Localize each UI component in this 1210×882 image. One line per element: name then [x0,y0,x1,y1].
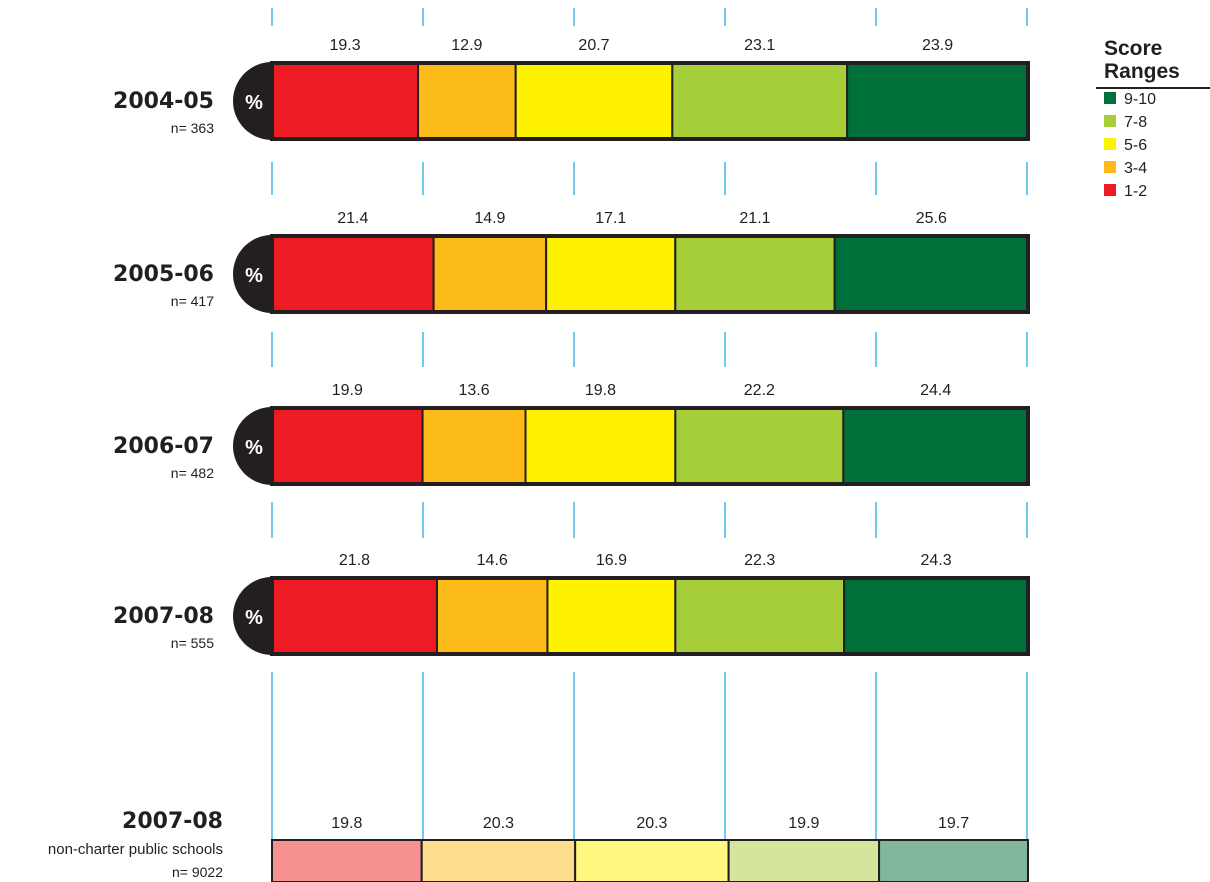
data-label: 17.1 [595,210,626,227]
data-label: 24.3 [920,552,951,569]
row-n-label: n= 363 [171,120,214,136]
comparison-bar-segment [574,839,730,882]
row-2007-08: % 21.8 14.6 16.9 22.3 24.3 2007-08 n= 555 [113,552,1030,656]
bar-frame [270,234,1030,314]
comparison-row: 19.8 20.3 20.3 19.9 19.7 2007-08 non-charter p… [48,809,1029,882]
bar-frame [270,61,1030,141]
row-period-label: 2005-06 [113,262,214,287]
bar-segment [546,578,677,654]
percent-badge-label: % [245,265,263,287]
bar-segment [674,578,846,654]
bar-segment [843,578,1029,654]
data-label: 22.3 [744,552,775,569]
bar-segment [842,408,1030,484]
bar-segment [674,236,836,312]
bar-segment [435,578,549,654]
data-label: 21.8 [339,552,370,569]
comparison-bar-segment [727,839,881,882]
data-label: 21.4 [337,210,368,227]
legend-title-line2: Ranges [1104,60,1180,83]
data-label: 19.8 [585,382,616,399]
bar-segment [524,408,677,484]
data-label: 16.9 [596,552,627,569]
comparison-data-label: 20.3 [636,815,667,832]
comparison-data-label: 19.7 [938,815,969,832]
row-n-label: n= 417 [171,293,214,309]
percent-badge-label: % [245,92,263,114]
bar-segment [514,63,674,139]
data-label: 21.1 [739,210,770,227]
data-label: 22.2 [744,382,775,399]
comparison-data-label: 19.9 [788,815,819,832]
legend-item-label: 7-8 [1124,114,1147,131]
data-label: 20.7 [578,37,609,54]
legend-swatch [1104,115,1116,127]
bar-segment [271,408,424,484]
comparison-data-label: 20.3 [483,815,514,832]
legend-title-line1: Score [1104,37,1162,60]
comparison-group-label: non-charter public schools [48,841,223,858]
legend-swatch [1104,161,1116,173]
legend-swatch [1104,92,1116,104]
bar-segment [846,63,1029,139]
legend-item-label: 9-10 [1124,91,1156,108]
row-n-label: n= 555 [171,635,214,651]
bar-segment [417,63,517,139]
percent-badge [233,62,272,140]
data-label: 14.6 [477,552,508,569]
legend-swatch [1104,184,1116,196]
comparison-bar-segment [271,839,423,882]
bar-segment [833,236,1029,312]
percent-badge-label: % [245,607,263,629]
row-period-label: 2004-05 [113,89,214,114]
chart-rows: % 19.3 12.9 20.7 23.1 23.9 2004-05 n= 363% 21.4 1… [113,37,1030,656]
gridlines [271,8,1028,848]
row-period-label: 2006-07 [113,434,214,459]
bar-segment [271,578,438,654]
data-label: 23.9 [922,37,953,54]
row-period-label: 2007-08 [113,604,214,629]
bar-frame [270,576,1030,656]
data-label: 14.9 [474,210,505,227]
data-label: 24.4 [920,382,951,399]
bar-segment [671,63,849,139]
comparison-bar-segment [878,839,1029,882]
bar-segment [271,236,435,312]
legend-item-label: 5-6 [1124,137,1147,154]
legend-swatch [1104,138,1116,150]
legend-item-label: 3-4 [1124,160,1147,177]
data-label: 25.6 [916,210,947,227]
bar-segment [674,408,845,484]
row-n-label: n= 482 [171,465,214,481]
row-2005-06: % 21.4 14.9 17.1 21.1 25.6 2005-06 n= 417 [113,210,1030,314]
data-label: 19.3 [329,37,360,54]
comparison-n-label: n= 9022 [172,864,223,880]
bar-segment [545,236,677,312]
percent-badge-label: % [245,437,263,459]
percent-badge [233,407,272,485]
bar-segment [432,236,548,312]
comparison-period-label: 2007-08 [122,809,223,834]
row-2006-07: % 19.9 13.6 19.8 22.2 24.4 2006-07 n= 482 [113,382,1030,486]
data-label: 13.6 [458,382,489,399]
data-label: 19.9 [332,382,363,399]
bar-segment [421,408,527,484]
data-label: 12.9 [451,37,482,54]
data-label: 23.1 [744,37,775,54]
bar-segment [271,63,420,139]
row-2004-05: % 19.3 12.9 20.7 23.1 23.9 2004-05 n= 363 [113,37,1030,141]
bar-frame [270,406,1030,486]
percent-badge [233,235,272,313]
percent-badge [233,577,272,655]
comparison-data-label: 19.8 [331,815,362,832]
legend-item-label: 1-2 [1124,183,1147,200]
comparison-bar-segment [420,839,577,882]
